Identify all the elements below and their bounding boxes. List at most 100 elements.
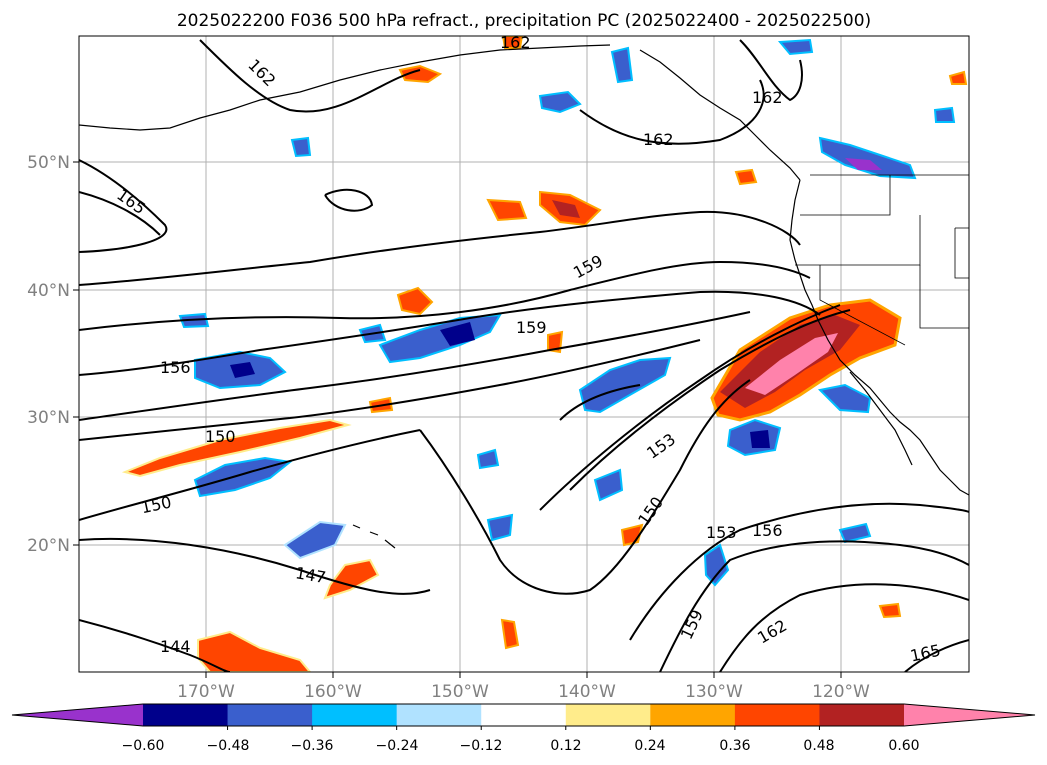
contour-159-b	[79, 260, 811, 331]
precip-patch	[878, 602, 902, 619]
precip-patch	[501, 36, 524, 49]
contour-ring-west	[79, 191, 161, 236]
state-borders	[795, 174, 969, 346]
precip-patch	[440, 322, 475, 346]
lon-tick-label: 150°W	[431, 682, 489, 702]
precip-patch	[396, 286, 434, 316]
colorbar-bin	[819, 704, 905, 726]
contour-144	[79, 619, 231, 672]
precip-patch	[948, 70, 968, 85]
colorbar-bin	[481, 704, 567, 726]
contour-150-diag	[569, 309, 851, 491]
colorbar-tick-label: −0.24	[376, 738, 419, 754]
colorbar-tick-label: −0.48	[207, 738, 250, 754]
precip-patch	[845, 158, 882, 170]
refractivity-contours	[79, 39, 969, 672]
precip-patch	[578, 356, 672, 414]
precip-patch	[818, 136, 917, 180]
map-title: 2025022200 F036 500 hPa refract., precip…	[177, 11, 871, 31]
contour-156-south	[629, 502, 969, 641]
precip-patch	[121, 418, 352, 478]
colorbar-tick-label: −0.12	[460, 738, 503, 754]
contour-147	[79, 537, 431, 595]
colorbar-outline	[11, 703, 1036, 727]
precip-patch	[552, 200, 580, 218]
precip-patch	[230, 362, 255, 378]
colorbar-extend-min	[12, 704, 143, 726]
contour-label: 156	[752, 521, 783, 540]
alaska-panhandle-coast	[639, 49, 801, 181]
colorbar-bin	[227, 704, 313, 726]
lat-tick-label: 30°N	[27, 408, 70, 428]
contour-ring-island	[324, 188, 374, 212]
contour-label: 162	[752, 88, 783, 107]
precip-patch	[547, 330, 564, 354]
lon-tick-label: 170°W	[177, 682, 235, 702]
precip-patch	[838, 522, 872, 544]
precip-patch	[817, 383, 872, 414]
precip-patch	[777, 38, 814, 56]
colorbar-tick-label: 0.24	[634, 738, 665, 754]
contour-156	[79, 290, 821, 376]
contour-165	[79, 159, 168, 253]
lat-tick-labels: 50°N 40°N 30°N 20°N	[27, 153, 70, 556]
colorbar-bin	[734, 704, 820, 726]
contour-159-south	[659, 540, 969, 672]
axis-ticks	[73, 161, 842, 678]
precip-patch	[323, 558, 380, 600]
lon-tick-label: 120°W	[812, 682, 870, 702]
precip-patch	[290, 136, 312, 158]
precip-patch	[476, 448, 500, 470]
contour-label: 150	[205, 427, 236, 446]
colorbar-tick-label: 0.36	[719, 738, 750, 754]
colorbar-extend-max	[904, 704, 1035, 726]
hawaii-islands	[352, 524, 396, 549]
colorbar-bin	[312, 704, 398, 726]
colorbar-tick-label: −0.36	[291, 738, 334, 754]
contour-165-south	[904, 639, 969, 672]
precip-patch	[745, 333, 838, 395]
precip-patch	[933, 106, 956, 123]
lon-tick-label: 140°W	[558, 682, 616, 702]
contour-153	[79, 311, 751, 421]
contour-162-ring	[739, 39, 803, 102]
colorbar-tick-label: 0.12	[550, 738, 581, 754]
precip-patch	[734, 168, 758, 186]
lon-tick-label: 130°W	[685, 682, 743, 702]
contour-loop-center	[419, 379, 751, 595]
lat-tick-label: 20°N	[27, 536, 70, 556]
lat-tick-label: 50°N	[27, 153, 70, 173]
precip-patch	[283, 520, 347, 560]
precip-patch	[398, 64, 443, 84]
contour-label: 156	[160, 358, 191, 377]
contour-162-mid	[579, 79, 765, 145]
contour-150-south	[79, 429, 421, 521]
colorbar-tick-label: 0.48	[803, 738, 834, 754]
precip-patch	[750, 430, 770, 448]
alaska-coast	[79, 44, 611, 131]
contour-label: 144	[160, 637, 191, 656]
contour-label: 162	[643, 130, 674, 149]
colorbar-bin	[650, 704, 736, 726]
contour-label: 153	[706, 523, 737, 542]
colorbar	[11, 703, 1036, 730]
precip-patch	[500, 618, 520, 650]
precip-patch	[486, 513, 514, 542]
coastlines	[79, 44, 969, 549]
contour-ring-se	[559, 384, 641, 421]
colorbar-tick-label: 0.60	[888, 738, 919, 754]
precip-patch	[538, 90, 582, 114]
precip-patch	[610, 46, 634, 84]
colorbar-bin	[396, 704, 482, 726]
precip-patch	[703, 543, 730, 587]
contour-150	[79, 339, 701, 441]
colorbar-tick-labels: −0.60 −0.48 −0.36 −0.24 −0.12 0.12 0.24 …	[122, 738, 920, 754]
colorbar-bin	[565, 704, 651, 726]
contour-label: 159	[516, 318, 547, 337]
precip-patch	[486, 198, 528, 222]
lat-tick-label: 40°N	[27, 281, 70, 301]
map-frame	[78, 35, 970, 673]
lon-tick-labels: 170°W 160°W 150°W 140°W 130°W 120°W	[177, 682, 870, 702]
contour-153-south	[539, 304, 841, 511]
